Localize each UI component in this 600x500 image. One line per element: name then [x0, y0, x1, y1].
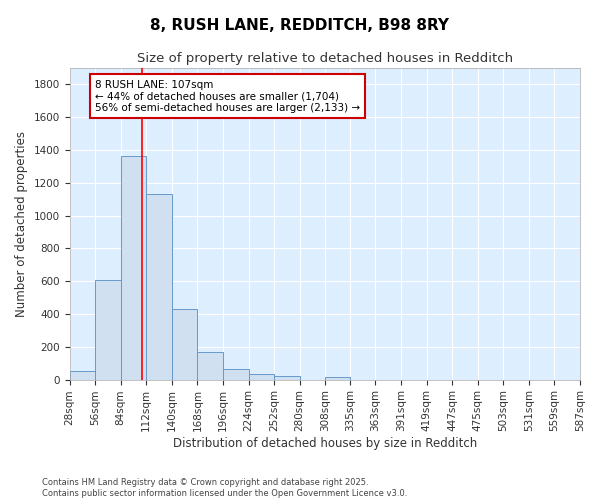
Bar	[70, 370, 95, 380]
Bar	[121, 156, 146, 380]
Bar	[172, 309, 197, 380]
Bar	[223, 369, 248, 380]
Bar	[274, 376, 299, 380]
Title: Size of property relative to detached houses in Redditch: Size of property relative to detached ho…	[137, 52, 513, 66]
Bar	[95, 280, 121, 380]
Y-axis label: Number of detached properties: Number of detached properties	[15, 131, 28, 317]
Bar	[248, 374, 274, 380]
Text: 8 RUSH LANE: 107sqm
← 44% of detached houses are smaller (1,704)
56% of semi-det: 8 RUSH LANE: 107sqm ← 44% of detached ho…	[95, 80, 360, 112]
Text: 8, RUSH LANE, REDDITCH, B98 8RY: 8, RUSH LANE, REDDITCH, B98 8RY	[151, 18, 449, 32]
X-axis label: Distribution of detached houses by size in Redditch: Distribution of detached houses by size …	[173, 437, 477, 450]
Bar	[325, 377, 350, 380]
Bar	[146, 194, 172, 380]
Text: Contains HM Land Registry data © Crown copyright and database right 2025.
Contai: Contains HM Land Registry data © Crown c…	[42, 478, 407, 498]
Bar	[197, 352, 223, 380]
